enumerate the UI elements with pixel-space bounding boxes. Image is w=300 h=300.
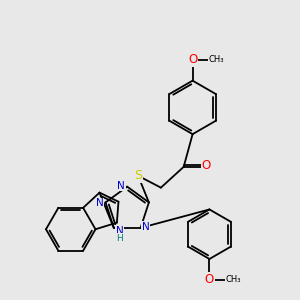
Text: O: O (205, 273, 214, 286)
Text: N: N (142, 222, 149, 232)
Text: N: N (116, 226, 124, 236)
Text: S: S (134, 169, 142, 182)
Text: O: O (202, 159, 211, 172)
Text: CH₃: CH₃ (226, 275, 241, 284)
Text: N: N (96, 198, 104, 208)
Text: CH₃: CH₃ (208, 55, 224, 64)
Text: O: O (188, 53, 197, 66)
Text: H: H (116, 234, 123, 243)
Text: N: N (117, 181, 125, 191)
